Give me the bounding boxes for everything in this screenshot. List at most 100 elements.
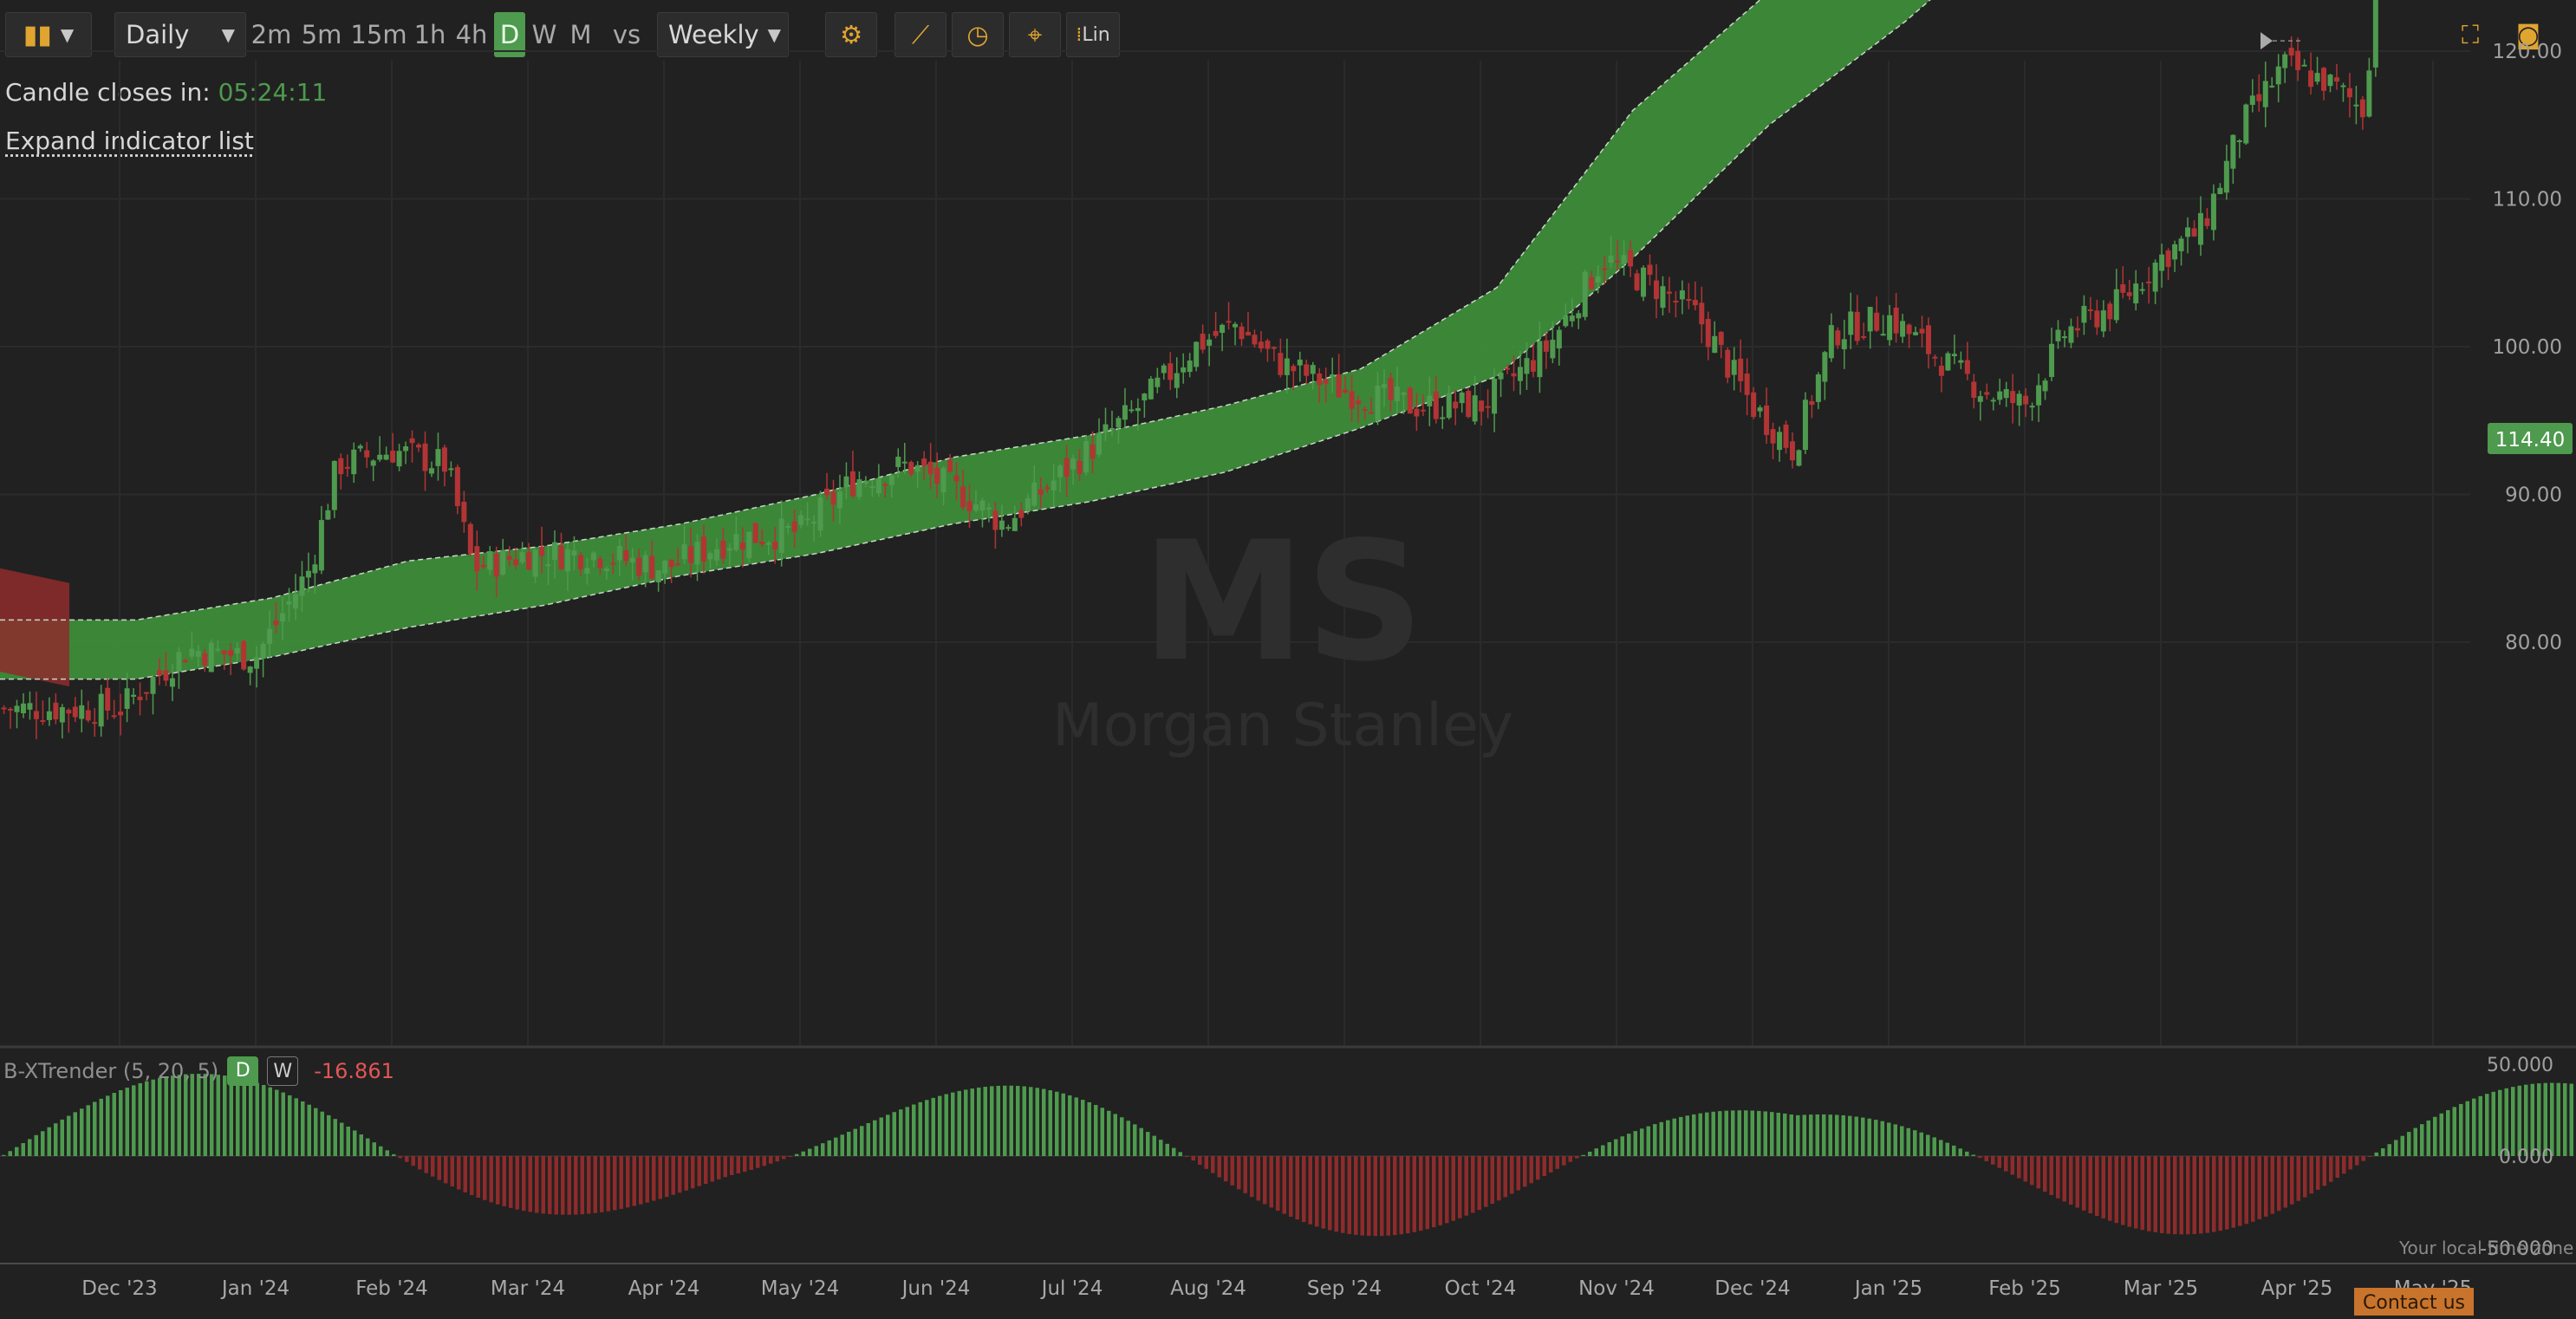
interval-4h[interactable]: 4h	[455, 20, 488, 49]
osc-bar	[2335, 1156, 2339, 1179]
candles	[1, 0, 2378, 740]
chart-type-button[interactable]: ▮▮ ▼	[5, 12, 92, 57]
osc-bar	[1874, 1120, 1878, 1156]
crosshair-button[interactable]: ⌖	[1009, 12, 1061, 57]
osc-bar	[1139, 1127, 1143, 1156]
candle-body	[2191, 228, 2197, 237]
osc-bar	[587, 1156, 591, 1214]
osc-bar	[1243, 1156, 1247, 1193]
candle-body	[286, 601, 292, 605]
candle-body	[2314, 73, 2320, 82]
interval-15m[interactable]: 15m	[350, 20, 407, 49]
osc-bar	[2433, 1116, 2437, 1156]
expand-indicator-list-link[interactable]: Expand indicator list	[5, 127, 254, 155]
candle-body	[960, 486, 966, 508]
osc-bar	[1490, 1156, 1494, 1204]
candle-body	[1893, 307, 1899, 334]
osc-bar	[782, 1156, 786, 1160]
osc-bar	[2186, 1156, 2190, 1235]
osc-bar	[879, 1117, 883, 1156]
candle-body	[2087, 309, 2093, 311]
candle-body	[1796, 450, 1802, 466]
fullscreen-button[interactable]: ⛶	[2449, 12, 2491, 57]
osc-bar	[860, 1126, 864, 1156]
osc-bar	[1633, 1131, 1637, 1156]
candle-body	[888, 475, 894, 485]
osc-bar	[990, 1086, 994, 1156]
candle-body	[688, 546, 694, 563]
osc-bar	[1484, 1156, 1488, 1207]
interval-select[interactable]: Daily ▼	[114, 12, 246, 57]
interval-1h[interactable]: 1h	[413, 20, 446, 49]
candle-body	[1964, 360, 1970, 374]
osc-bar	[1172, 1147, 1176, 1156]
osc-bar	[1848, 1115, 1852, 1156]
candle-body	[655, 570, 661, 583]
interval-w[interactable]: W	[531, 20, 557, 49]
osc-bar	[1250, 1156, 1254, 1198]
osc-bar	[15, 1147, 19, 1156]
scale-button[interactable]: ⁞ Lin	[1066, 12, 1120, 57]
osc-bar	[2543, 1082, 2547, 1156]
candle-body	[1641, 267, 1647, 297]
candle-body	[1524, 358, 1530, 374]
candle-body	[1207, 339, 1213, 346]
osc-bar	[1997, 1156, 2001, 1168]
price-tick-label: 110.00	[2493, 189, 2562, 211]
osc-bar	[106, 1095, 110, 1156]
candle-body	[2120, 283, 2126, 293]
candle-body	[2029, 406, 2035, 408]
interval-d[interactable]: D	[494, 12, 525, 57]
osc-bar	[736, 1156, 740, 1174]
osc-bar	[905, 1107, 909, 1156]
candle-body	[144, 692, 150, 694]
osc-bar	[671, 1156, 675, 1195]
candle-body	[1789, 441, 1795, 461]
oscillator-badge-d[interactable]: D	[227, 1056, 259, 1086]
candle-body	[33, 711, 39, 719]
interval-2m[interactable]: 2m	[250, 20, 292, 49]
candle-body	[1505, 367, 1511, 370]
osc-bar	[1120, 1117, 1124, 1156]
settings-button[interactable]: ⚙	[825, 12, 877, 57]
replay-button[interactable]: ◷	[952, 12, 1004, 57]
scale-icon: ⁞	[1076, 23, 1083, 46]
candle-body	[1381, 384, 1387, 388]
interval-m[interactable]: M	[569, 20, 592, 49]
osc-bar	[840, 1134, 844, 1156]
candle-body	[1492, 378, 1498, 414]
candle-body	[836, 491, 842, 509]
candle-body	[1822, 352, 1828, 382]
osc-bar	[1900, 1126, 1904, 1156]
candle-body	[733, 534, 739, 550]
candle-body	[1945, 353, 1951, 371]
osc-bar	[1906, 1127, 1910, 1156]
screenshot-button[interactable]: ◙	[2505, 12, 2552, 57]
candle-body	[1083, 440, 1090, 473]
osc-bar	[2212, 1156, 2216, 1232]
osc-bar	[1893, 1124, 1897, 1156]
osc-bar	[2426, 1120, 2430, 1156]
osc-bar	[2283, 1156, 2287, 1208]
osc-bar	[957, 1090, 961, 1156]
candle-body	[1304, 364, 1310, 376]
interval-5m[interactable]: 5m	[301, 20, 342, 49]
osc-bar	[678, 1156, 682, 1193]
osc-bar	[2004, 1156, 2008, 1172]
candle-body	[1291, 366, 1297, 372]
osc-bar	[2192, 1156, 2196, 1235]
candle-body	[2159, 254, 2165, 271]
candle-body	[228, 650, 234, 656]
osc-bar	[892, 1112, 896, 1156]
candle-body	[1401, 392, 1407, 395]
oscillator-badge-w[interactable]: W	[267, 1056, 299, 1086]
drawing-button[interactable]: ⟋	[894, 12, 946, 57]
osc-bar	[1367, 1156, 1371, 1237]
candle-body	[1122, 405, 1128, 420]
candle-body	[1971, 381, 1977, 399]
osc-bar	[366, 1138, 370, 1156]
compare-interval-select[interactable]: Weekly ▼	[657, 12, 789, 57]
contact-us-button[interactable]: Contact us	[2354, 1288, 2474, 1316]
osc-bar	[2166, 1156, 2170, 1234]
